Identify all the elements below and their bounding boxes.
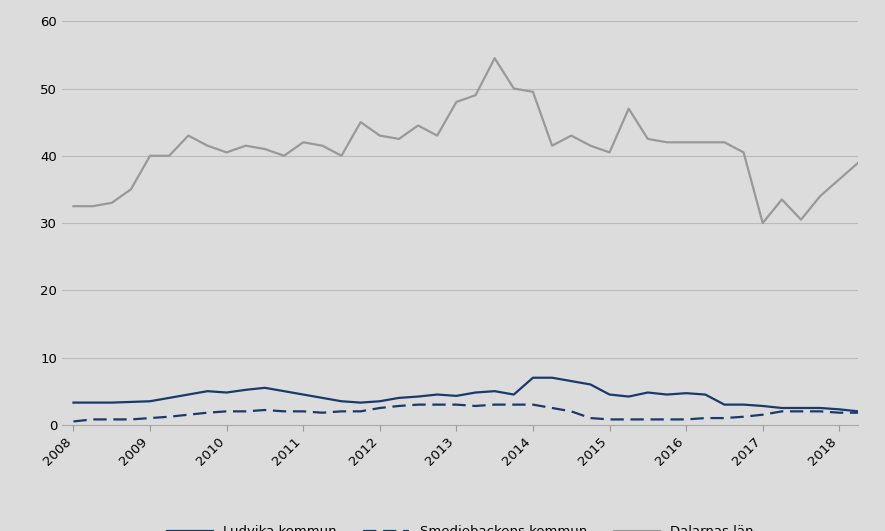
Legend: Ludvika kommun, Smedjebackens kommun, Dalarnas län: Ludvika kommun, Smedjebackens kommun, Da… — [161, 520, 759, 531]
